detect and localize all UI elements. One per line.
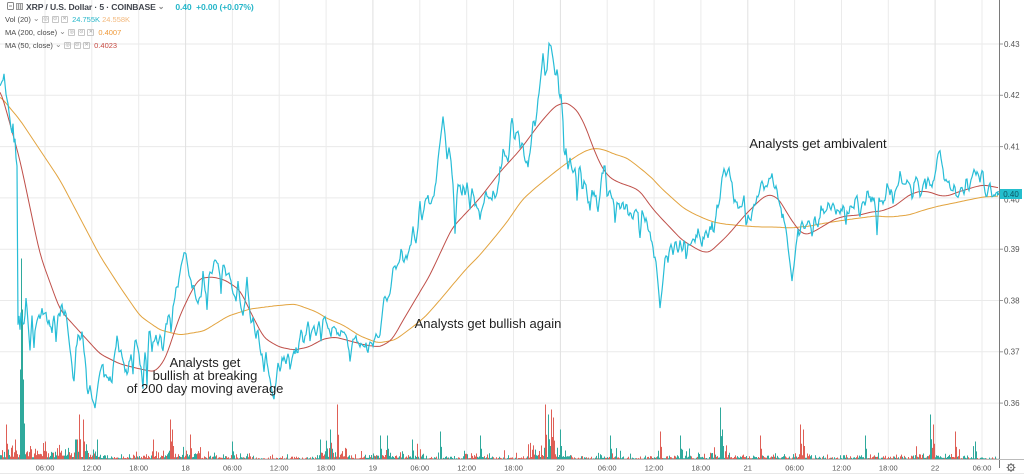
svg-text:12:00: 12:00: [82, 464, 101, 473]
svg-text:06:00: 06:00: [785, 464, 804, 473]
svg-text:0.42: 0.42: [1004, 91, 1020, 100]
svg-text:0.40: 0.40: [1003, 190, 1019, 199]
svg-text:0.36: 0.36: [1004, 399, 1020, 408]
svg-text:18: 18: [181, 464, 189, 473]
svg-text:0.38: 0.38: [1004, 296, 1020, 305]
svg-text:06:00: 06:00: [598, 464, 617, 473]
svg-text:0.40: 0.40: [1004, 196, 1020, 205]
svg-text:0.43: 0.43: [1004, 40, 1020, 49]
svg-text:18:00: 18:00: [879, 464, 898, 473]
svg-text:18:00: 18:00: [692, 464, 711, 473]
svg-text:0.39: 0.39: [1004, 245, 1020, 254]
svg-text:19: 19: [369, 464, 377, 473]
svg-text:06:00: 06:00: [223, 464, 242, 473]
svg-text:0.37: 0.37: [1004, 348, 1020, 357]
svg-text:22: 22: [931, 464, 939, 473]
svg-text:18:00: 18:00: [504, 464, 523, 473]
svg-text:0.41: 0.41: [1004, 142, 1020, 151]
svg-text:20: 20: [556, 464, 564, 473]
svg-text:18:00: 18:00: [129, 464, 148, 473]
svg-text:21: 21: [744, 464, 752, 473]
svg-text:18:00: 18:00: [317, 464, 336, 473]
svg-text:12:00: 12:00: [832, 464, 851, 473]
svg-text:06:00: 06:00: [973, 464, 992, 473]
svg-text:06:00: 06:00: [36, 464, 55, 473]
svg-text:06:00: 06:00: [410, 464, 429, 473]
svg-text:12:00: 12:00: [270, 464, 289, 473]
svg-text:12:00: 12:00: [457, 464, 476, 473]
svg-text:12:00: 12:00: [645, 464, 664, 473]
